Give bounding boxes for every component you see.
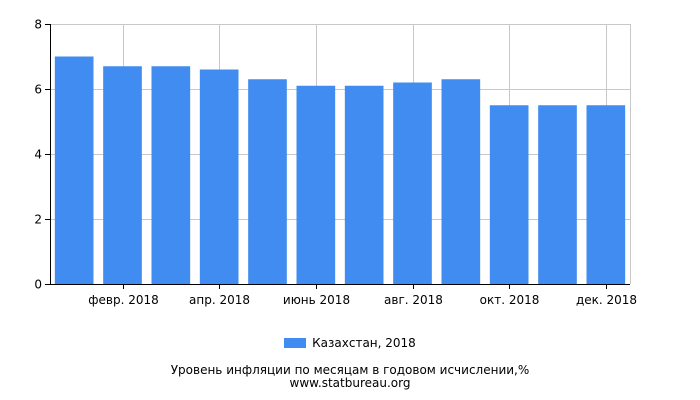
bar <box>344 85 384 284</box>
y-tick-label: 2 <box>34 213 42 227</box>
bar <box>103 66 142 284</box>
bar <box>54 56 94 284</box>
x-tick-label: авг. 2018 <box>384 293 443 307</box>
caption-source: www.statbureau.org <box>289 376 411 390</box>
x-tick-label: июнь 2018 <box>283 293 350 307</box>
inflation-bar-chart: 0 2 4 6 8 февр. 2018 апр. 2018 июнь 2018 авг. 20… <box>34 18 637 308</box>
chart-caption: Уровень инфляции по месяцам в годовом ис… <box>0 364 700 390</box>
x-tick-label: апр. 2018 <box>189 293 250 307</box>
y-tick-label: 6 <box>34 83 42 97</box>
legend-label: Казахстан, 2018 <box>312 336 416 350</box>
bar <box>296 85 336 284</box>
x-tick-label: окт. 2018 <box>480 293 540 307</box>
x-tick-label: дек. 2018 <box>576 293 637 307</box>
bar <box>199 69 239 284</box>
legend-swatch <box>284 338 307 348</box>
caption-title: Уровень инфляции по месяцам в годовом ис… <box>170 363 530 377</box>
bar <box>248 79 287 284</box>
y-tick-label: 4 <box>34 148 42 162</box>
y-tick-label: 0 <box>34 278 42 292</box>
bar <box>586 105 626 284</box>
x-tick-label: февр. 2018 <box>88 293 159 307</box>
bar <box>393 82 432 284</box>
bar <box>441 79 481 284</box>
bar <box>538 105 577 284</box>
bar <box>489 105 529 284</box>
bar <box>151 66 191 284</box>
chart-legend: Казахстан, 2018 <box>0 336 700 350</box>
y-tick-label: 8 <box>34 18 42 32</box>
